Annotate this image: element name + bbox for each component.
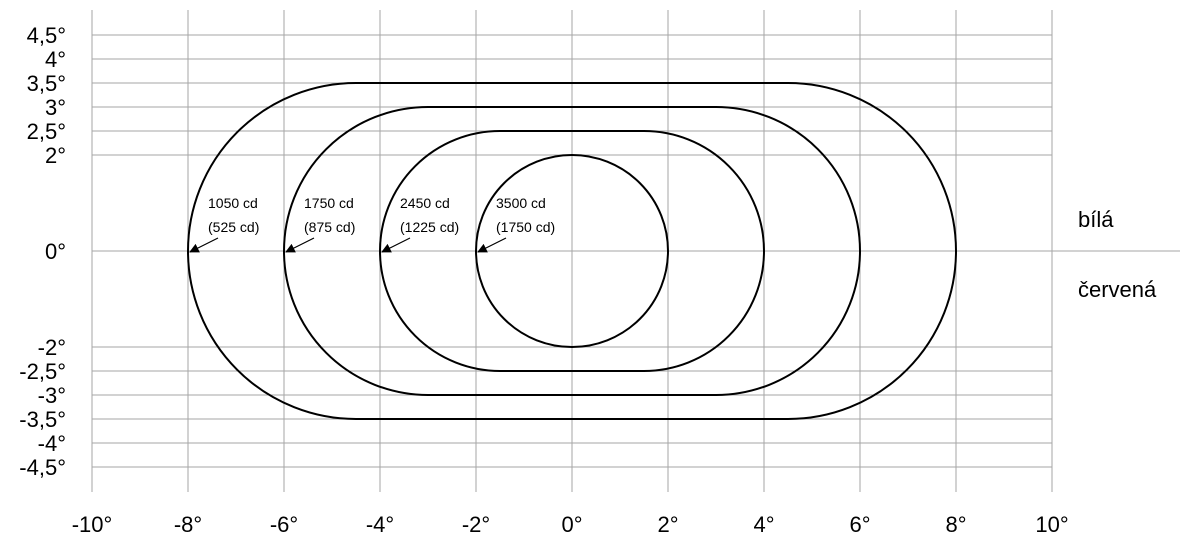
region-label-upper: bílá bbox=[1078, 207, 1114, 232]
x-tick-label: -4° bbox=[366, 512, 394, 537]
x-tick-label: -10° bbox=[72, 512, 113, 537]
contour-1 bbox=[187, 82, 957, 420]
y-tick-label: 4° bbox=[45, 47, 66, 72]
contour-sublabel: (1750 cd) bbox=[496, 219, 555, 235]
x-tick-labels: -10° -8° -6° -4° -2° 0° 2° 4° 6° 8° 10° bbox=[72, 512, 1069, 537]
y-tick-label: 0° bbox=[45, 239, 66, 264]
contour-arrow bbox=[477, 237, 507, 253]
contour-label: 1750 cd bbox=[304, 195, 354, 211]
y-tick-label: 3,5° bbox=[27, 71, 66, 96]
y-tick-label: -3,5° bbox=[19, 407, 66, 432]
y-tick-label: -2° bbox=[38, 335, 66, 360]
contours bbox=[187, 82, 957, 420]
x-tick-label: 0° bbox=[561, 512, 582, 537]
y-tick-label: -2,5° bbox=[19, 359, 66, 384]
x-tick-label: -8° bbox=[174, 512, 202, 537]
x-tick-label: -6° bbox=[270, 512, 298, 537]
y-tick-label: 2,5° bbox=[27, 119, 66, 144]
y-tick-label: 3° bbox=[45, 95, 66, 120]
x-tick-label: -2° bbox=[462, 512, 490, 537]
contour-label: 2450 cd bbox=[400, 195, 450, 211]
contour-4 bbox=[474, 154, 670, 348]
x-tick-label: 4° bbox=[753, 512, 774, 537]
x-tick-label: 8° bbox=[945, 512, 966, 537]
contour-arrow bbox=[285, 237, 315, 253]
region-label-lower: červená bbox=[1078, 277, 1157, 302]
contour-label: 1050 cd bbox=[208, 195, 258, 211]
contour-sublabel: (875 cd) bbox=[304, 219, 355, 235]
y-tick-label: -3° bbox=[38, 383, 66, 408]
contour-labels: 1050 cd (525 cd) 1750 cd (875 cd) 2450 cd (12… bbox=[189, 195, 555, 253]
y-tick-label: 2° bbox=[45, 143, 66, 168]
contour-arrow bbox=[381, 237, 411, 253]
y-tick-label: 4,5° bbox=[27, 23, 66, 48]
x-tick-label: 2° bbox=[657, 512, 678, 537]
contour-2 bbox=[283, 106, 861, 396]
y-tick-labels: 4,5°4°3,5°3°2,5°2° 0° -2°-2,5°-3°-3,5°-4°-… bbox=[19, 23, 66, 480]
x-tick-label: 10° bbox=[1035, 512, 1068, 537]
contour-sublabel: (525 cd) bbox=[208, 219, 259, 235]
contour-label: 3500 cd bbox=[496, 195, 546, 211]
contour-3 bbox=[379, 130, 765, 372]
contour-sublabel: (1225 cd) bbox=[400, 219, 459, 235]
y-tick-label: -4° bbox=[38, 431, 66, 456]
contour-arrow bbox=[189, 237, 219, 253]
x-tick-label: 6° bbox=[849, 512, 870, 537]
y-tick-label: -4,5° bbox=[19, 455, 66, 480]
